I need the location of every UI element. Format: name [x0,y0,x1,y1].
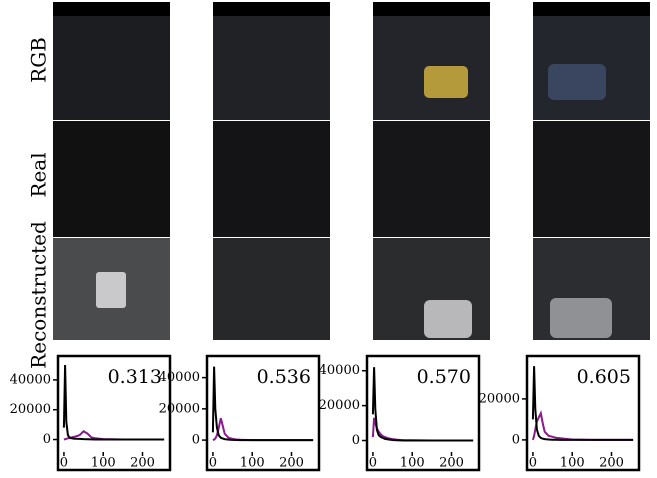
x-tick-label: 100 [400,456,425,471]
rgb-image [53,2,170,120]
real-image [533,121,650,237]
x-tick-label: 0 [369,456,377,471]
letterbox [533,2,650,16]
rgb-image [533,2,650,120]
car [550,298,612,338]
annotation: 0.536 [257,366,311,388]
annotation: 0.605 [577,366,631,388]
image-grid [53,2,650,340]
row-label: Real [27,152,51,197]
x-tick-label: 200 [599,456,624,471]
rgb-image [373,2,490,120]
annotation: 0.313 [108,366,162,388]
car [424,66,468,98]
y-tick-label: 20000 [479,391,520,406]
row-label: RGB [27,37,51,83]
car [548,64,606,100]
bus [96,272,126,308]
histogram-line [373,418,473,441]
y-tick-label: 0 [192,433,200,448]
y-tick-label: 20000 [159,401,200,416]
figure: RGB Real Reconstructed 02000040000010020… [0,0,657,474]
x-tick-label: 200 [130,456,155,471]
letterbox [53,2,170,16]
y-tick-label: 0 [512,432,520,447]
real-image [373,121,490,237]
y-tick-label: 0 [43,432,51,447]
y-tick-label: 40000 [159,370,200,385]
x-tick-label: 100 [560,456,585,471]
histogram-line [533,413,633,440]
x-tick-label: 200 [279,456,304,471]
x-tick-label: 0 [529,456,537,471]
x-tick-label: 200 [439,456,464,471]
row-label: Reconstructed [27,221,51,369]
reconstructed-image [213,238,330,340]
real-image [53,121,170,237]
y-tick-label: 20000 [319,398,360,413]
rgb-image [213,2,330,120]
letterbox [373,2,490,16]
y-tick-label: 40000 [319,363,360,378]
y-tick-label: 20000 [10,402,51,417]
x-tick-label: 100 [91,456,116,471]
letterbox [213,2,330,16]
x-tick-label: 0 [209,456,217,471]
histogram-line [213,418,313,440]
car [424,300,472,338]
annotation: 0.570 [417,366,471,388]
y-tick-label: 40000 [10,372,51,387]
y-tick-label: 0 [352,433,360,448]
x-tick-label: 0 [60,456,68,471]
x-tick-label: 100 [240,456,265,471]
real-image [213,121,330,237]
